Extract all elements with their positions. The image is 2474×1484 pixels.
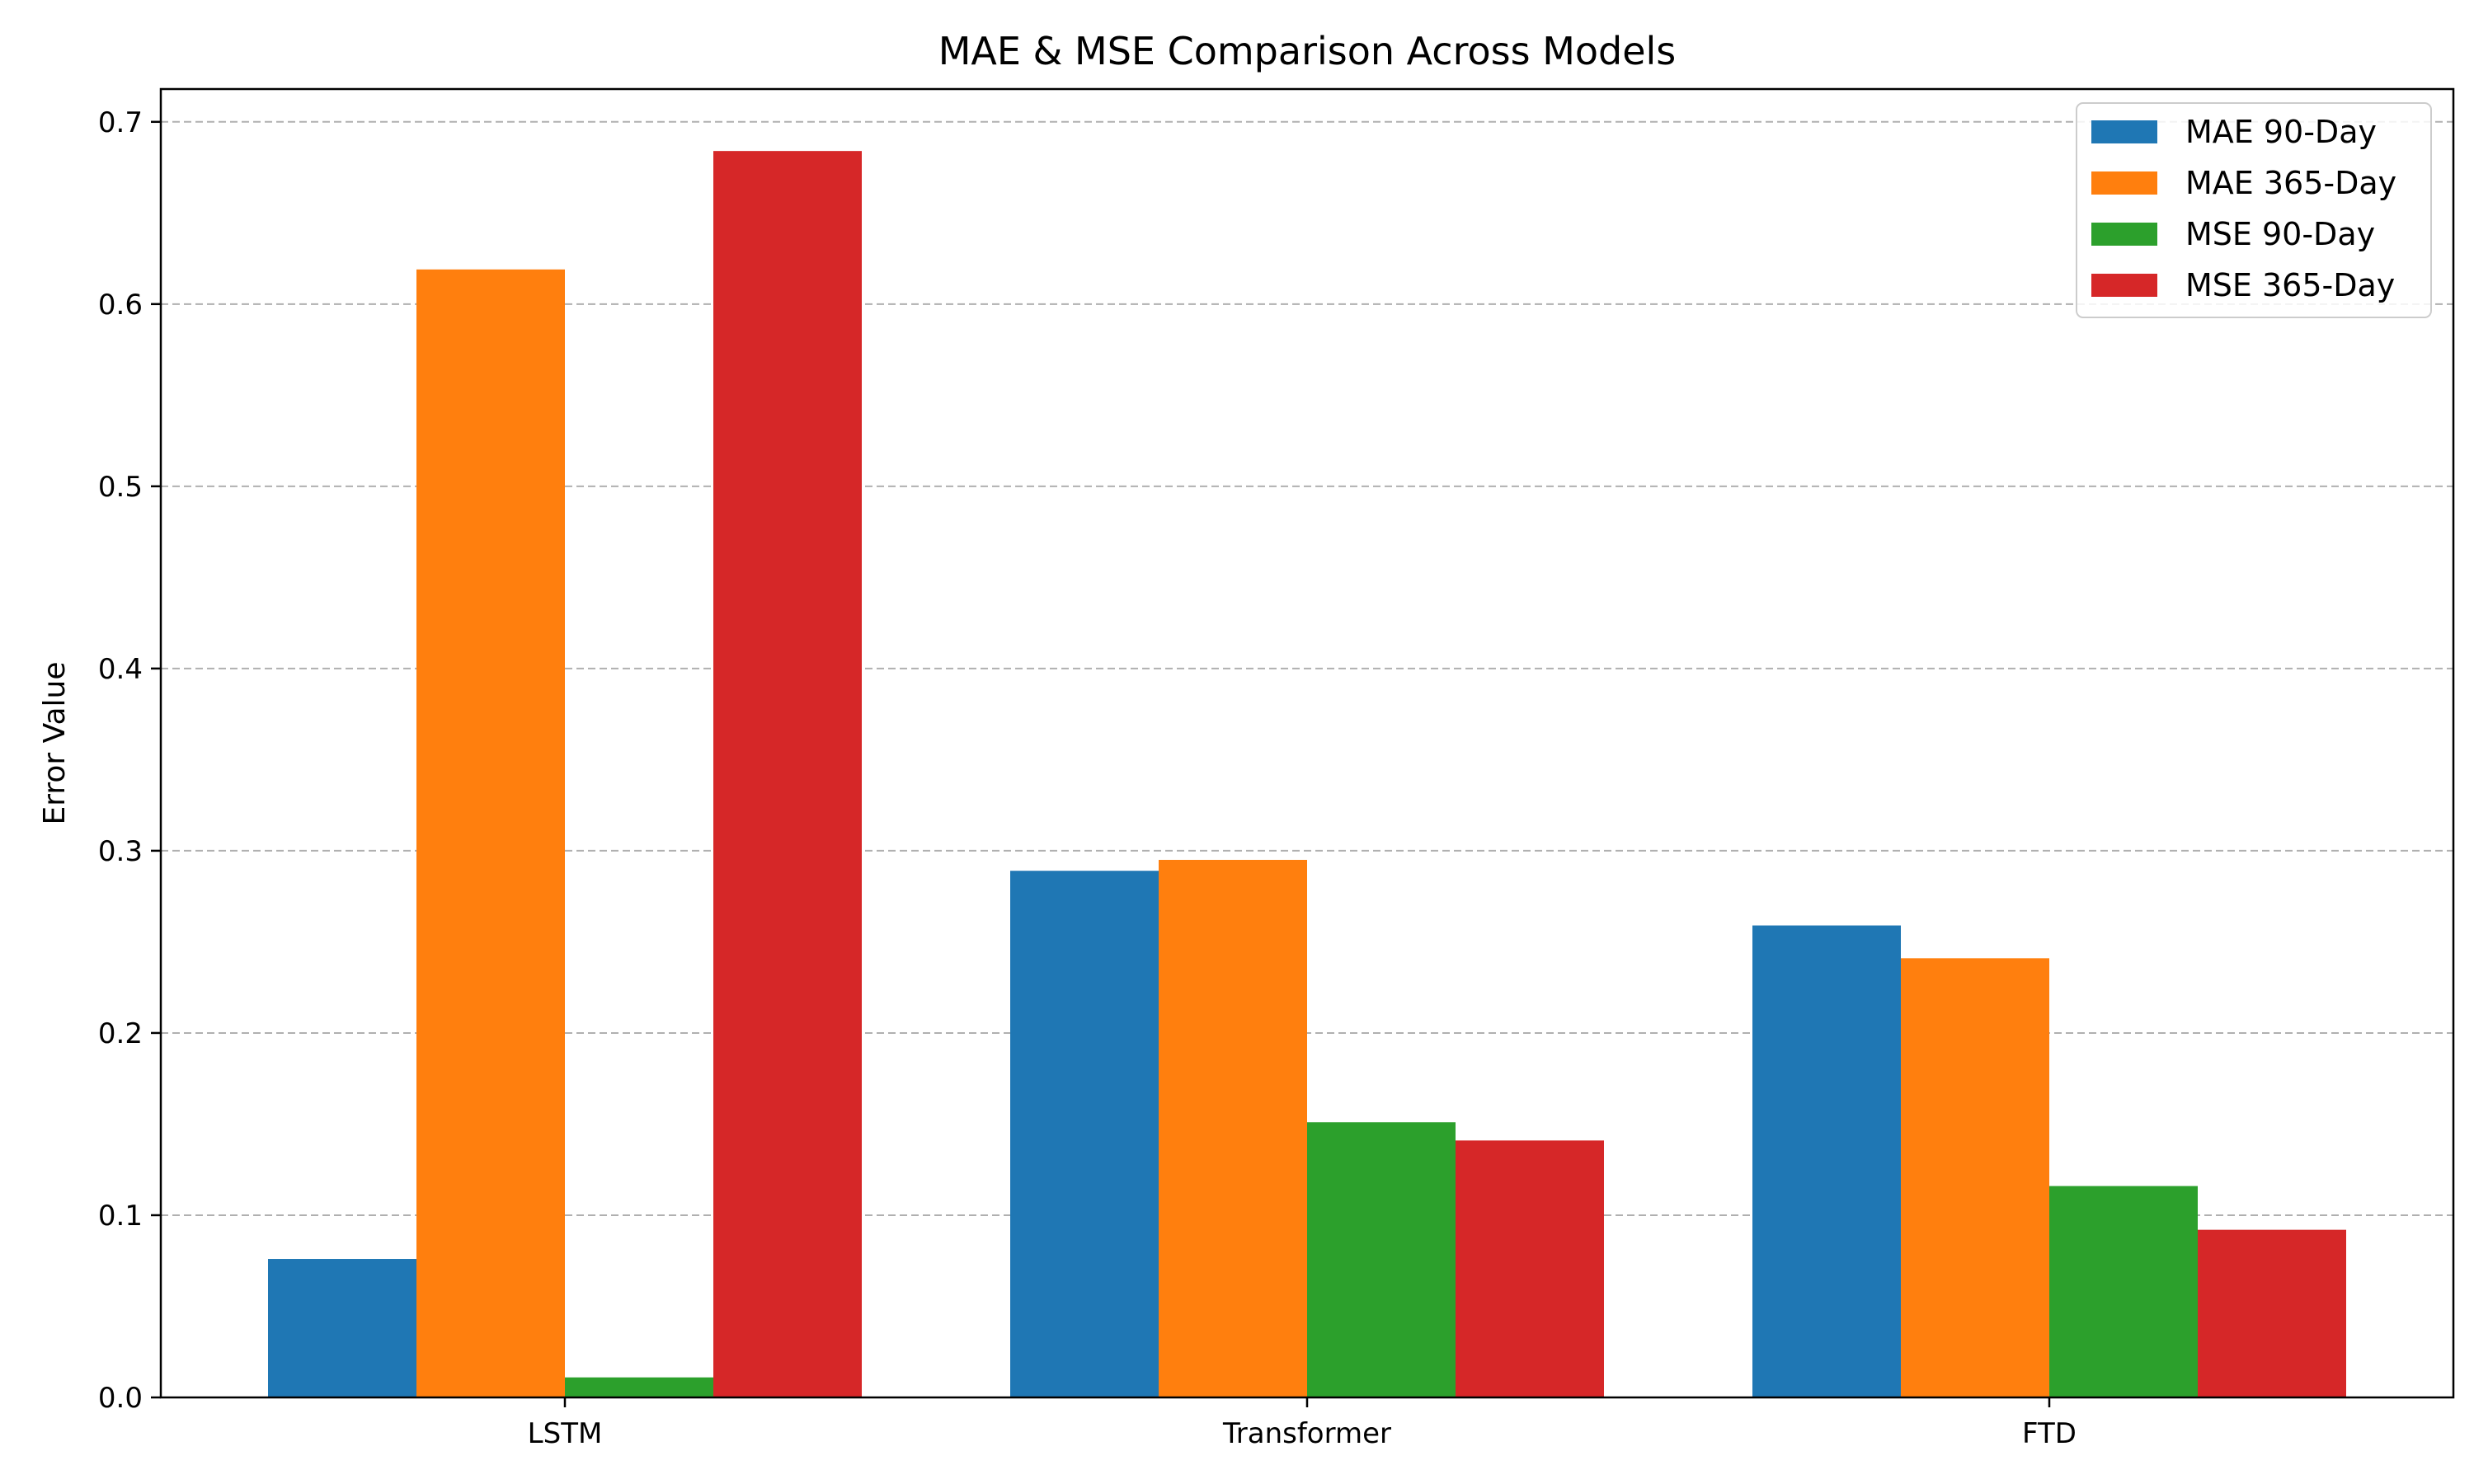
legend-label: MSE 365-Day [2185,267,2395,303]
y-tick-label: 0.6 [98,289,143,322]
bar [2049,1186,2198,1397]
bar [1901,958,2049,1397]
legend-label: MAE 90-Day [2185,114,2377,150]
x-tick-label: FTD [2022,1417,2077,1450]
y-tick-label: 0.0 [98,1382,143,1415]
bar [713,151,862,1398]
legend-box [2076,102,2432,318]
legend: MAE 90-Day MAE 365-Day MSE 90-Day MSE 365-D… [2076,102,2432,318]
legend-swatch [2091,274,2157,297]
bar [1752,925,1901,1397]
y-tick-label: 0.4 [98,653,143,686]
legend-label: MSE 90-Day [2185,216,2375,252]
bar [416,269,565,1398]
bar [1159,859,1307,1397]
y-tick-label: 0.7 [98,106,143,139]
x-axis: LSTM Transformer FTD [528,1397,2077,1450]
legend-swatch [2091,120,2157,143]
y-axis-label: Error Value [38,661,72,824]
y-tick-label: 0.5 [98,471,143,504]
y-tick-label: 0.3 [98,835,143,868]
legend-swatch [2091,171,2157,195]
y-axis: 0.0 0.1 0.2 0.3 0.4 0.5 0.6 0.7 [98,106,161,1415]
bar [1456,1140,1604,1397]
y-tick-label: 0.2 [98,1017,143,1050]
legend-swatch [2091,223,2157,246]
chart-title: MAE & MSE Comparison Across Models [938,29,1677,73]
x-tick-label: LSTM [528,1417,603,1450]
bar [1307,1122,1456,1397]
bar [268,1259,416,1397]
bar [1010,871,1159,1397]
x-tick-label: Transformer [1222,1417,1391,1450]
y-tick-label: 0.1 [98,1200,143,1233]
bars [268,151,2346,1398]
legend-label: MAE 365-Day [2185,165,2396,201]
bar [2198,1229,2346,1397]
bar [565,1377,713,1397]
